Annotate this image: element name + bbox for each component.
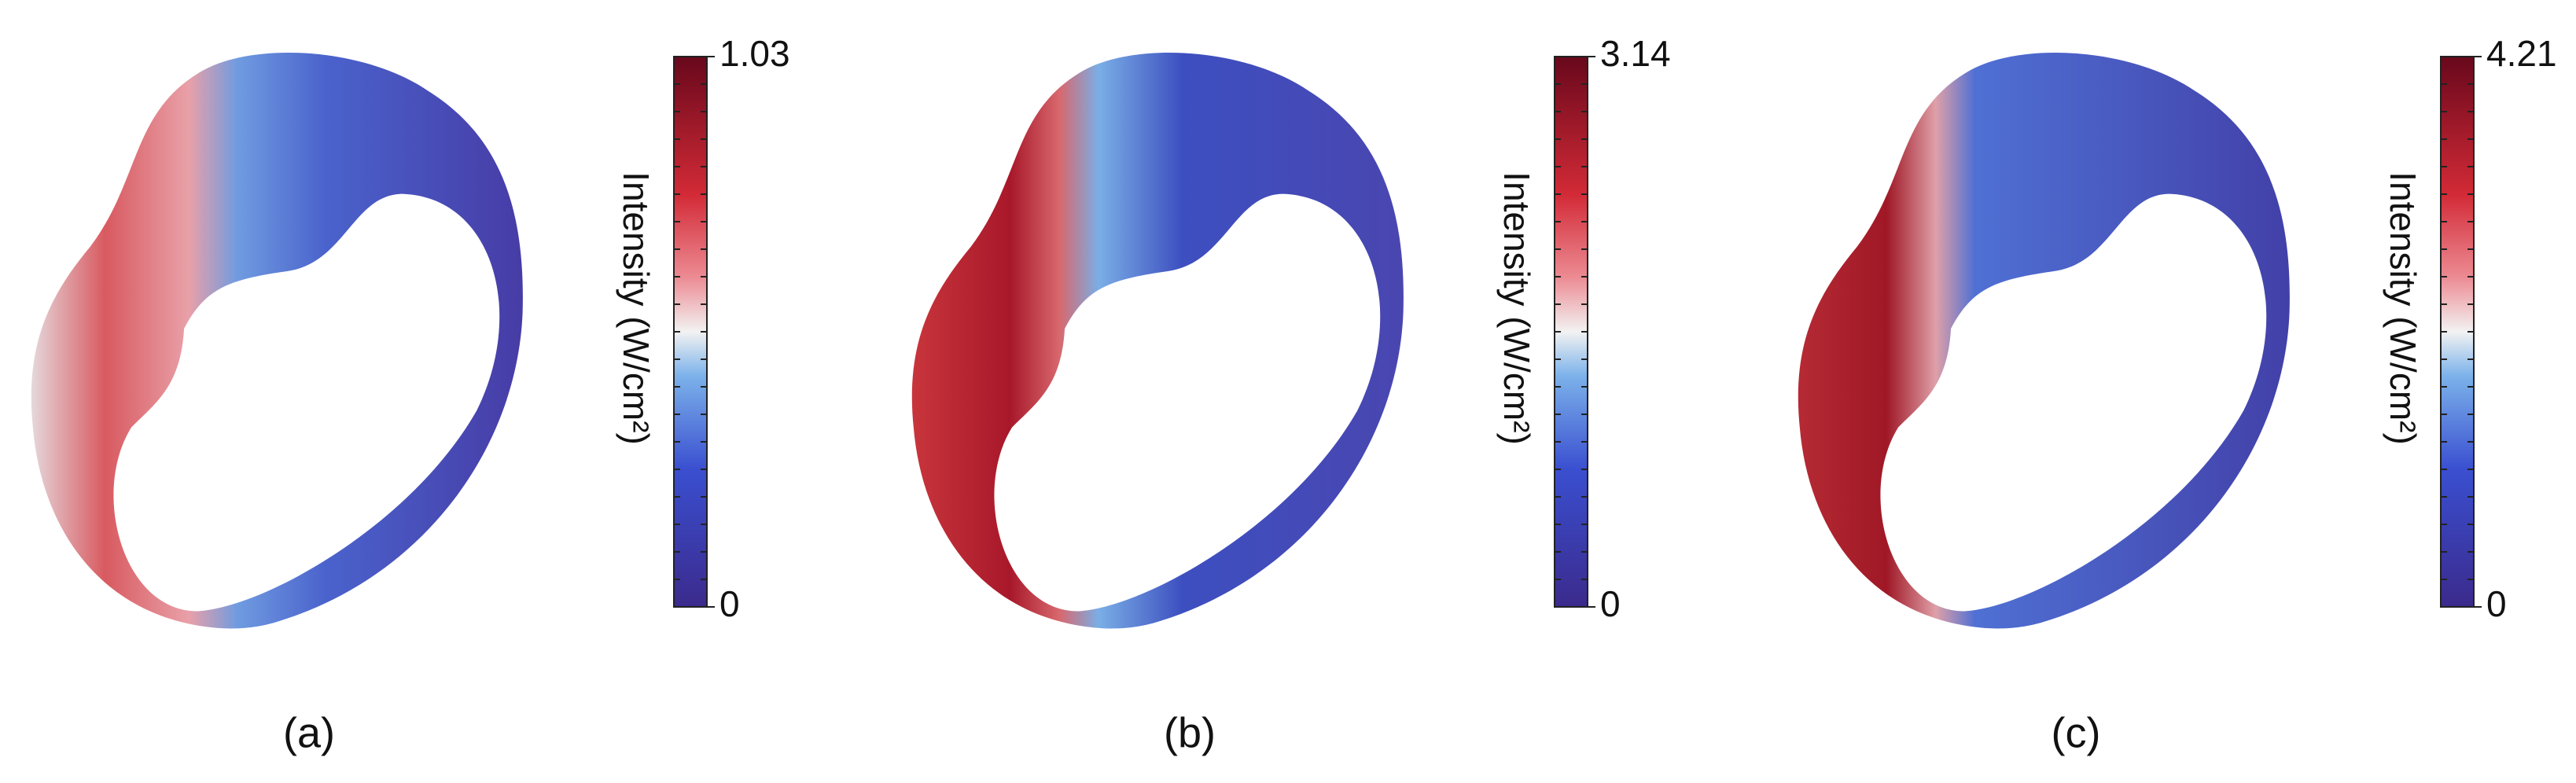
colorbar-label: Intensity (W/cm²) <box>1496 171 1537 445</box>
panel: (b) 0 3.14 Intensity (W/cm²) <box>911 33 1671 756</box>
colorbar-tick-label: 1.03 <box>719 33 790 74</box>
colorbar-tick-label: 3.14 <box>1600 33 1671 74</box>
colorbar-label: Intensity (W/cm²) <box>616 171 657 445</box>
colorbar-label: Intensity (W/cm²) <box>2383 171 2423 445</box>
colorbar-tick-label: 4.21 <box>2486 33 2557 74</box>
intensity-surface <box>1798 52 2290 629</box>
panel: (c) 0 4.21 Intensity (W/cm²) <box>1798 33 2557 756</box>
colorbar-tick-label: 0 <box>2486 583 2507 624</box>
intensity-surface <box>911 52 1404 629</box>
intensity-surface <box>31 52 523 629</box>
colorbar-tick-label: 0 <box>719 583 740 624</box>
panel-label: (a) <box>283 709 335 756</box>
colorbar-tick-label: 0 <box>1600 583 1621 624</box>
panel-label: (b) <box>1164 709 1216 756</box>
panel-label: (c) <box>2052 709 2101 756</box>
panel: (a) 0 1.03 Intensity (W/cm²) <box>31 33 790 756</box>
